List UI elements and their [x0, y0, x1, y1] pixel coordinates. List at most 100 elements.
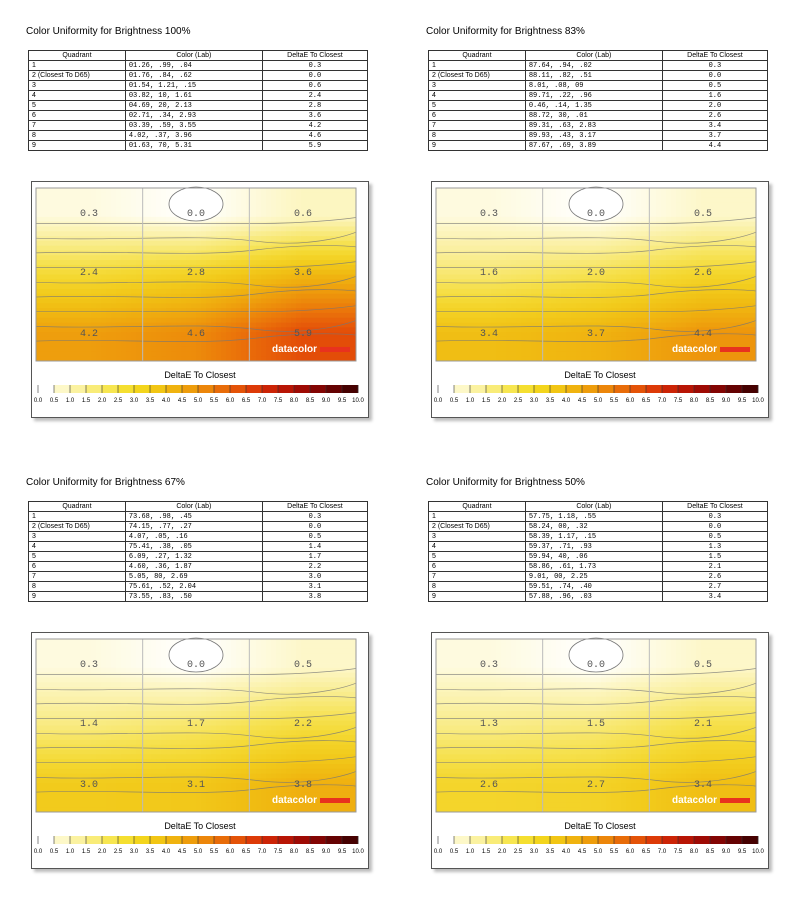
heat-cell — [661, 341, 667, 347]
heat-cell — [571, 269, 577, 275]
heat-cell — [116, 240, 122, 247]
heat-cell — [131, 240, 137, 247]
heat-cell — [106, 308, 112, 314]
heat-cell — [631, 308, 637, 314]
heat-cell — [561, 202, 567, 208]
heat-cell — [471, 260, 477, 266]
heat-cell — [306, 231, 312, 237]
heat-cell — [296, 351, 302, 357]
heat-cell — [711, 279, 717, 285]
heat-cell — [351, 212, 357, 218]
heat-cell — [101, 216, 107, 223]
table-row: 5 0.46, .14, 1.35 2.0 — [428, 100, 769, 111]
heat-cell — [511, 303, 517, 309]
heat-cell — [746, 221, 752, 227]
heat-cell — [436, 346, 442, 352]
heat-cell — [346, 231, 352, 237]
heat-cell — [541, 269, 547, 275]
heat-cell — [36, 341, 42, 347]
heat-cell — [721, 356, 727, 362]
heat-cell — [661, 216, 667, 223]
heat-cell — [331, 250, 337, 256]
heat-cell — [96, 279, 102, 285]
heat-cell — [446, 192, 452, 199]
heat-cell — [751, 327, 757, 333]
heat-cell — [121, 255, 127, 261]
heat-cell — [36, 188, 42, 194]
scale-swatch — [38, 385, 55, 393]
heat-cell — [96, 317, 102, 323]
heat-cell — [66, 643, 72, 650]
heat-cell — [716, 250, 722, 256]
heat-cell — [456, 221, 462, 227]
heat-cell — [681, 216, 687, 223]
heat-cell — [41, 346, 47, 352]
heat-cell — [141, 303, 147, 309]
heat-cell — [511, 346, 517, 352]
heat-cell — [741, 356, 747, 362]
heat-cell — [746, 231, 752, 237]
heat-cell — [576, 303, 582, 309]
heat-cell — [351, 207, 357, 213]
heat-cell — [101, 312, 107, 319]
heat-cell — [581, 226, 587, 232]
heat-cell — [611, 322, 617, 328]
heat-cell — [526, 356, 532, 362]
lab-cell: 01.63, 70, 5.31 — [124, 140, 263, 151]
heat-cell — [676, 284, 682, 290]
heat-cell — [221, 192, 227, 199]
heat-cell — [521, 197, 527, 203]
heat-cell — [206, 308, 212, 314]
table-row: 7 5.05, 80, 2.69 3.0 — [28, 571, 369, 582]
heat-cell — [721, 221, 727, 227]
heat-cell — [241, 322, 247, 328]
heat-cell — [196, 336, 202, 343]
scale-swatch — [118, 385, 135, 393]
heat-cell — [571, 274, 577, 280]
heat-cell — [46, 197, 52, 203]
heat-cell — [91, 284, 97, 290]
heat-cell — [201, 312, 207, 319]
heat-cell — [101, 327, 107, 333]
heat-cell — [686, 284, 692, 290]
heat-cell — [266, 202, 272, 208]
heat-cell — [106, 312, 112, 319]
heat-cell — [321, 274, 327, 280]
heat-cell — [241, 288, 247, 295]
heat-cell — [556, 269, 562, 275]
heat-cell — [546, 260, 552, 266]
heat-cell — [526, 197, 532, 203]
scale-swatch — [182, 385, 199, 393]
heat-cell — [251, 226, 257, 232]
heat-cell — [591, 293, 597, 299]
heat-cell — [491, 226, 497, 232]
heat-cell — [731, 308, 737, 314]
heat-cell — [46, 303, 52, 309]
heat-cell — [666, 336, 672, 343]
heat-cell — [551, 255, 557, 261]
scale-tick-label: 6.5 — [642, 398, 651, 404]
scale-swatch — [534, 385, 551, 393]
heat-cell — [171, 260, 177, 266]
heat-cell — [86, 303, 92, 309]
heat-cell — [136, 336, 142, 343]
lab-cell: 73.55, .83, .50 — [124, 591, 263, 602]
heat-cell — [726, 202, 732, 208]
heat-cell — [646, 312, 652, 319]
heat-cell — [716, 317, 722, 323]
heat-cell — [256, 322, 262, 328]
heat-cell — [566, 192, 572, 199]
heat-cell — [326, 317, 332, 323]
heat-cell — [321, 639, 327, 645]
heat-cell — [181, 298, 187, 304]
heat-cell — [241, 303, 247, 309]
heat-cell — [626, 197, 632, 203]
heat-cell — [536, 240, 542, 247]
heat-cell — [336, 639, 342, 645]
heat-cell — [126, 308, 132, 314]
heat-cell — [171, 293, 177, 299]
heat-cell — [331, 332, 337, 338]
heat-cell — [346, 250, 352, 256]
heat-cell — [311, 356, 317, 362]
heat-cell — [701, 288, 707, 295]
